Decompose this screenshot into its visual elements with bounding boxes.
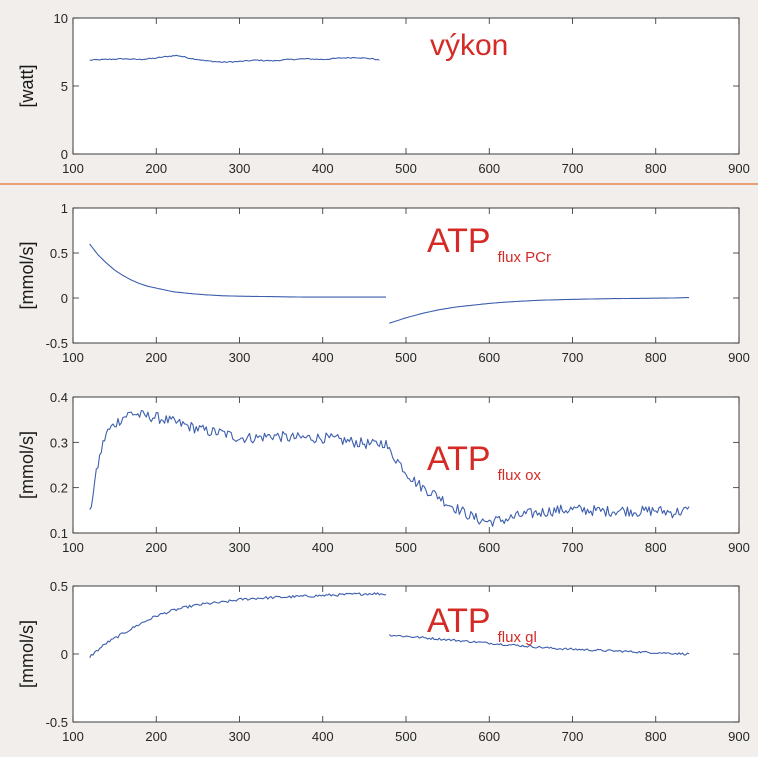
x-tick-label: 600 [478, 729, 500, 744]
x-tick-label: 800 [645, 161, 667, 176]
y-axis-label: [mmol/s] [17, 620, 37, 688]
x-tick-label: 700 [562, 350, 584, 365]
y-tick-label: 0 [61, 147, 68, 162]
x-tick-label: 900 [728, 161, 750, 176]
y-tick-label: 0 [61, 291, 68, 306]
series-line-1 [89, 54, 380, 63]
x-tick-label: 300 [229, 161, 251, 176]
y-tick-label: 0.1 [50, 526, 68, 541]
x-tick-label: 100 [62, 729, 84, 744]
x-tick-label: 900 [728, 540, 750, 555]
series-line-2 [389, 297, 690, 324]
y-tick-label: 10 [54, 11, 68, 26]
x-tick-label: 700 [562, 729, 584, 744]
chart-panel-2: 100 200 300 400 500 600 700 800 900 -0.5 0 0.5 1 [mmo… [17, 201, 750, 365]
x-tick-label: 200 [145, 540, 167, 555]
y-tick-label: 0 [61, 647, 68, 662]
series-line-2 [388, 634, 690, 656]
x-tick-label: 400 [312, 161, 334, 176]
chart-title-subscript: flux PCr [498, 249, 551, 266]
plot-area [72, 17, 740, 155]
x-tick-label: 100 [62, 161, 84, 176]
x-tick-label: 500 [395, 350, 417, 365]
x-tick-label: 500 [395, 161, 417, 176]
x-tick-label: 600 [478, 540, 500, 555]
y-tick-label: 1 [61, 201, 68, 216]
y-tick-label: 5 [61, 79, 68, 94]
chart-panel-3: 100 200 300 400 500 600 700 800 900 0.1 0.2 0.3 0.4 [… [17, 390, 750, 555]
x-tick-label: 400 [312, 729, 334, 744]
x-tick-label: 300 [229, 540, 251, 555]
series-line-1 [89, 243, 386, 298]
series-line-1 [89, 592, 387, 658]
y-tick-label: 0.4 [50, 390, 68, 405]
plot-area [72, 207, 740, 344]
x-tick-label: 200 [145, 161, 167, 176]
chart-title-subscript: flux gl [498, 629, 537, 646]
x-tick-label: 500 [395, 540, 417, 555]
x-tick-label: 900 [728, 350, 750, 365]
x-tick-label: 500 [395, 729, 417, 744]
x-tick-label: 800 [645, 540, 667, 555]
chart-title: výkon [430, 29, 508, 62]
x-tick-label: 600 [478, 350, 500, 365]
y-axis-label: [mmol/s] [17, 241, 37, 309]
y-axis-label: [watt] [17, 64, 37, 107]
y-tick-label: -0.5 [46, 336, 68, 351]
series-line-1 [89, 410, 690, 527]
chart-panel-1: 100 200 300 400 500 600 700 800 900 0 5 10 [watt] výk… [17, 11, 750, 176]
y-tick-label: 0.5 [50, 246, 68, 261]
y-tick-label: 0.3 [50, 435, 68, 450]
x-tick-label: 600 [478, 161, 500, 176]
y-axis-label: [mmol/s] [17, 431, 37, 499]
x-tick-label: 300 [229, 729, 251, 744]
x-tick-label: 900 [728, 729, 750, 744]
chart-panel-4: 100 200 300 400 500 600 700 800 900 -0.5 0 0.5 [mmol… [17, 579, 750, 744]
x-tick-label: 300 [229, 350, 251, 365]
x-tick-label: 200 [145, 729, 167, 744]
x-tick-label: 700 [562, 540, 584, 555]
x-tick-label: 800 [645, 350, 667, 365]
y-tick-label: 0.5 [50, 579, 68, 594]
x-tick-label: 800 [645, 729, 667, 744]
y-tick-label: -0.5 [46, 715, 68, 730]
x-tick-label: 400 [312, 540, 334, 555]
x-tick-label: 100 [62, 350, 84, 365]
plot-area [72, 585, 740, 723]
x-tick-label: 200 [145, 350, 167, 365]
x-tick-label: 100 [62, 540, 84, 555]
x-tick-label: 700 [562, 161, 584, 176]
chart-title-subscript: flux ox [498, 467, 542, 484]
x-tick-label: 400 [312, 350, 334, 365]
y-tick-label: 0.2 [50, 481, 68, 496]
